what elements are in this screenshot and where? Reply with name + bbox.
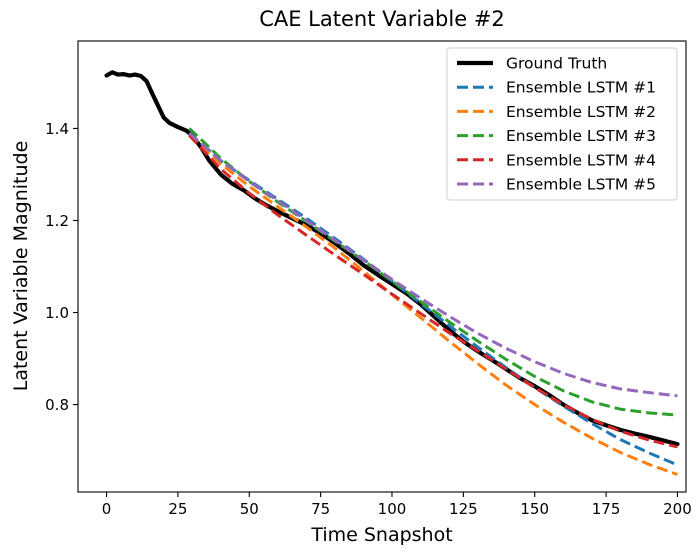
x-axis: 0 25 50 75 100 125 150 175 200 bbox=[102, 492, 692, 518]
x-tick-label: 150 bbox=[520, 500, 549, 518]
x-tick-label: 100 bbox=[378, 500, 407, 518]
x-tick-label: 0 bbox=[102, 500, 112, 518]
chart-title: CAE Latent Variable #2 bbox=[259, 7, 505, 31]
x-tick-label: 175 bbox=[592, 500, 621, 518]
legend-label-ensemble-lstm-5: Ensemble LSTM #5 bbox=[506, 176, 656, 194]
series-line-ensemble-lstm-3 bbox=[188, 127, 678, 417]
series-line-ensemble-lstm-2 bbox=[188, 134, 678, 476]
x-tick-label: 75 bbox=[311, 500, 330, 518]
x-tick-label: 50 bbox=[240, 500, 259, 518]
y-tick-label: 1.2 bbox=[45, 212, 69, 230]
y-tick-label: 1.0 bbox=[45, 304, 69, 322]
legend-label-ensemble-lstm-2: Ensemble LSTM #2 bbox=[506, 103, 656, 121]
y-tick-label: 0.8 bbox=[45, 396, 69, 414]
legend-label-ensemble-lstm-1: Ensemble LSTM #1 bbox=[506, 79, 656, 97]
x-tick-label: 200 bbox=[663, 500, 692, 518]
y-tick-label: 1.4 bbox=[45, 120, 69, 138]
y-axis-label: Latent Variable Magnitude bbox=[10, 141, 32, 392]
x-axis-label: Time Snapshot bbox=[310, 524, 452, 546]
plot-area-frame bbox=[77, 40, 687, 493]
series-layer bbox=[104, 70, 680, 476]
legend: Ground Truth Ensemble LSTM #1 Ensemble LST… bbox=[446, 47, 678, 201]
legend-label-ground-truth: Ground Truth bbox=[506, 55, 607, 73]
legend-box bbox=[446, 47, 678, 201]
series-line-ensemble-lstm-4 bbox=[188, 134, 678, 449]
x-tick-label: 25 bbox=[168, 500, 187, 518]
legend-label-ensemble-lstm-4: Ensemble LSTM #4 bbox=[506, 151, 656, 169]
y-axis: 0.8 1.0 1.2 1.4 bbox=[45, 120, 78, 414]
legend-label-ensemble-lstm-3: Ensemble LSTM #3 bbox=[506, 127, 656, 145]
x-tick-label: 125 bbox=[449, 500, 478, 518]
